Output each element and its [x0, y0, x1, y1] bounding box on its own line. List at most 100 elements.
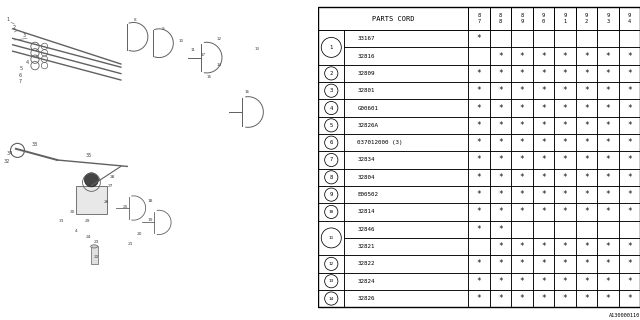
- Bar: [597, 220, 618, 238]
- Bar: [575, 7, 597, 30]
- Text: 8: 8: [330, 175, 333, 180]
- Text: *: *: [541, 156, 546, 164]
- Text: *: *: [627, 121, 632, 130]
- Text: 11: 11: [191, 48, 196, 52]
- Text: 25: 25: [122, 205, 128, 209]
- Bar: [618, 238, 640, 255]
- Text: 7: 7: [19, 79, 22, 84]
- Text: *: *: [541, 294, 546, 303]
- Bar: [532, 99, 554, 117]
- Bar: [575, 151, 597, 169]
- Text: 9
4: 9 4: [628, 13, 631, 24]
- Text: *: *: [584, 277, 589, 286]
- Text: *: *: [477, 190, 481, 199]
- Text: *: *: [605, 86, 610, 95]
- Text: *: *: [563, 207, 567, 216]
- Bar: [344, 65, 468, 82]
- Text: 5: 5: [330, 123, 333, 128]
- Text: *: *: [605, 103, 610, 113]
- Text: *: *: [520, 294, 524, 303]
- Text: *: *: [541, 69, 546, 78]
- Text: 10: 10: [329, 210, 334, 214]
- Text: *: *: [563, 173, 567, 182]
- Text: 27: 27: [108, 184, 114, 188]
- Text: 23: 23: [94, 240, 99, 244]
- Text: 10: 10: [178, 39, 183, 43]
- Text: *: *: [627, 277, 632, 286]
- Text: *: *: [541, 138, 546, 147]
- Text: *: *: [563, 86, 567, 95]
- Bar: [490, 238, 511, 255]
- Text: 4: 4: [75, 229, 77, 233]
- Text: *: *: [477, 225, 481, 234]
- Bar: [490, 99, 511, 117]
- Bar: [597, 47, 618, 65]
- Text: *: *: [563, 260, 567, 268]
- Bar: [318, 30, 344, 65]
- Bar: [344, 255, 468, 273]
- Text: *: *: [563, 52, 567, 60]
- Text: *: *: [499, 260, 503, 268]
- Text: *: *: [499, 121, 503, 130]
- Text: *: *: [627, 173, 632, 182]
- Text: 34: 34: [6, 151, 13, 156]
- Text: 2: 2: [330, 71, 333, 76]
- Text: *: *: [520, 138, 524, 147]
- Bar: [511, 82, 532, 99]
- Text: *: *: [520, 103, 524, 113]
- Bar: [490, 220, 511, 238]
- Bar: [511, 30, 532, 47]
- Bar: [344, 186, 468, 203]
- Text: *: *: [605, 156, 610, 164]
- Text: *: *: [520, 52, 524, 60]
- Bar: [490, 273, 511, 290]
- Text: 32814: 32814: [357, 209, 375, 214]
- Bar: [554, 220, 575, 238]
- Text: 26: 26: [104, 200, 109, 204]
- Bar: [344, 47, 468, 65]
- Text: 9: 9: [330, 192, 333, 197]
- Text: 24: 24: [86, 236, 92, 239]
- Text: 32824: 32824: [357, 279, 375, 284]
- Bar: [318, 186, 344, 203]
- Text: *: *: [499, 225, 503, 234]
- Text: *: *: [499, 190, 503, 199]
- Bar: [618, 134, 640, 151]
- Text: *: *: [605, 260, 610, 268]
- Text: 32826A: 32826A: [357, 123, 378, 128]
- Bar: [468, 169, 490, 186]
- Bar: [318, 99, 344, 117]
- Bar: [618, 186, 640, 203]
- Bar: [575, 203, 597, 220]
- Bar: [490, 255, 511, 273]
- Bar: [344, 82, 468, 99]
- Bar: [618, 47, 640, 65]
- Text: *: *: [584, 121, 589, 130]
- Text: *: *: [563, 294, 567, 303]
- Bar: [468, 238, 490, 255]
- Bar: [532, 255, 554, 273]
- Text: *: *: [499, 69, 503, 78]
- Text: A130000110: A130000110: [609, 313, 640, 318]
- Text: 14: 14: [329, 297, 334, 300]
- Text: *: *: [627, 242, 632, 251]
- Bar: [511, 151, 532, 169]
- Text: 3: 3: [22, 33, 26, 38]
- Bar: [468, 7, 490, 30]
- Bar: [554, 169, 575, 186]
- Bar: [618, 30, 640, 47]
- Text: *: *: [499, 294, 503, 303]
- Text: *: *: [541, 173, 546, 182]
- Text: 2: 2: [13, 25, 16, 30]
- Text: 33167: 33167: [357, 36, 375, 41]
- Text: *: *: [584, 69, 589, 78]
- Text: 29: 29: [84, 220, 90, 223]
- Bar: [468, 255, 490, 273]
- Text: *: *: [477, 103, 481, 113]
- Bar: [344, 169, 468, 186]
- Bar: [318, 82, 344, 99]
- Text: *: *: [520, 277, 524, 286]
- Bar: [318, 151, 344, 169]
- Bar: [532, 134, 554, 151]
- Text: *: *: [520, 190, 524, 199]
